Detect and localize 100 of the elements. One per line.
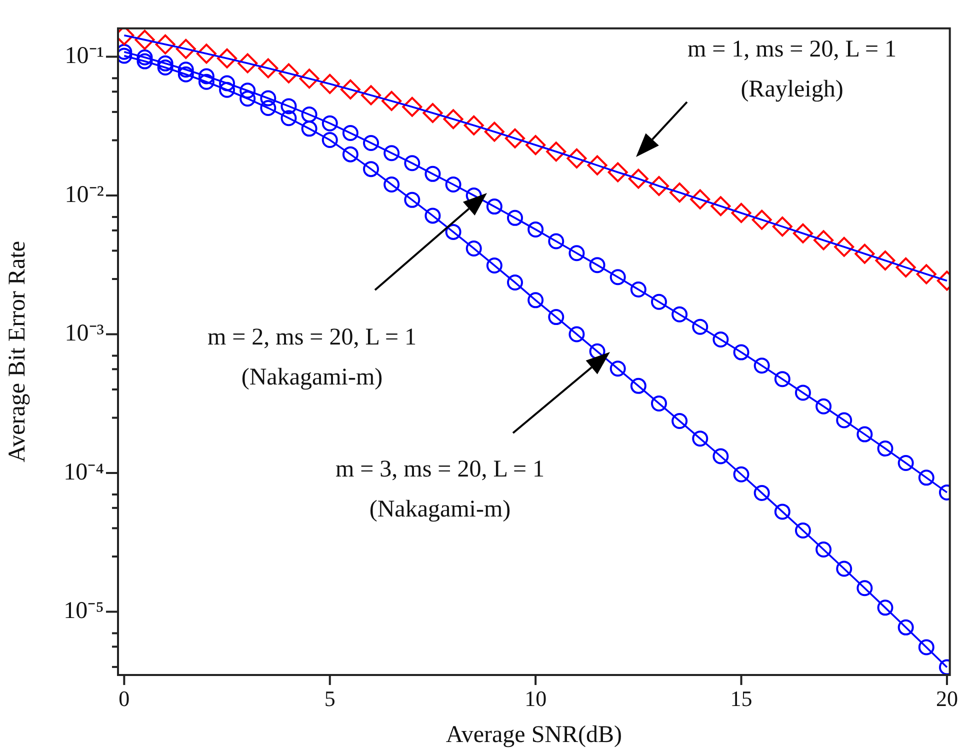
point bbox=[196, 44, 216, 64]
point bbox=[712, 448, 729, 464]
annotation: m = 3, ms = 20, L = 1 (Nakagami-m) bbox=[335, 456, 545, 522]
point bbox=[198, 68, 214, 84]
point bbox=[628, 168, 648, 189]
point bbox=[774, 504, 790, 520]
point bbox=[404, 192, 420, 208]
point bbox=[610, 360, 626, 377]
point bbox=[630, 282, 646, 298]
point bbox=[772, 216, 792, 237]
point bbox=[342, 146, 358, 162]
y-tick-label: 10⁻⁴ bbox=[64, 459, 104, 486]
point bbox=[384, 145, 400, 162]
point bbox=[731, 202, 752, 223]
point bbox=[422, 103, 443, 123]
x-tick-label: 5 bbox=[324, 686, 336, 711]
annotation: m = 1, ms = 20, L = 1 (Rayleigh) bbox=[687, 36, 897, 102]
point bbox=[258, 58, 278, 78]
point bbox=[589, 257, 606, 274]
point bbox=[404, 155, 420, 172]
point bbox=[754, 484, 770, 501]
point bbox=[650, 395, 667, 412]
point bbox=[854, 244, 875, 264]
point bbox=[528, 221, 544, 238]
point bbox=[260, 90, 276, 106]
point bbox=[340, 79, 360, 100]
point bbox=[710, 196, 731, 216]
point bbox=[382, 90, 402, 111]
point bbox=[219, 82, 236, 98]
y-tick-label: 10⁻³ bbox=[64, 320, 104, 347]
point bbox=[280, 110, 297, 126]
point bbox=[733, 466, 750, 482]
point bbox=[134, 30, 155, 50]
point bbox=[774, 371, 790, 388]
point bbox=[322, 132, 338, 148]
point bbox=[712, 332, 729, 348]
point bbox=[672, 306, 688, 322]
point bbox=[217, 48, 238, 68]
point bbox=[301, 106, 318, 123]
point bbox=[836, 412, 852, 428]
point bbox=[672, 412, 688, 429]
point bbox=[301, 120, 318, 137]
point bbox=[528, 292, 544, 308]
point bbox=[136, 53, 153, 70]
point bbox=[504, 128, 525, 148]
y-tick-label: 10⁻⁵ bbox=[64, 598, 104, 624]
point bbox=[916, 264, 936, 284]
point bbox=[384, 176, 400, 192]
point bbox=[424, 208, 441, 224]
point bbox=[443, 109, 464, 130]
point bbox=[690, 189, 710, 210]
point bbox=[896, 257, 916, 278]
point bbox=[198, 74, 214, 90]
point bbox=[486, 257, 502, 274]
point bbox=[568, 326, 585, 342]
point bbox=[754, 358, 770, 374]
point bbox=[792, 223, 813, 244]
point bbox=[834, 236, 854, 257]
x-tick-label: 10 bbox=[524, 686, 547, 711]
point bbox=[648, 176, 669, 196]
x-axis-title: Average SNR(dB) bbox=[446, 722, 622, 748]
point bbox=[278, 63, 299, 84]
point bbox=[548, 233, 564, 250]
point bbox=[526, 135, 546, 156]
point bbox=[836, 560, 852, 577]
point bbox=[898, 455, 914, 472]
point bbox=[670, 182, 690, 203]
point bbox=[178, 62, 194, 78]
point bbox=[402, 96, 422, 117]
y-tick-label: 10⁻² bbox=[64, 182, 104, 208]
point bbox=[548, 309, 564, 326]
point bbox=[692, 318, 708, 335]
point bbox=[320, 74, 340, 94]
point bbox=[424, 166, 441, 182]
point bbox=[610, 269, 626, 286]
point bbox=[363, 161, 380, 178]
x-tick-label: 0 bbox=[118, 686, 130, 711]
point bbox=[608, 162, 628, 182]
y-axis-title: Average Bit Error Rate bbox=[4, 240, 31, 462]
x-tick-label: 20 bbox=[936, 686, 958, 711]
point bbox=[794, 384, 811, 401]
point bbox=[136, 49, 153, 66]
point bbox=[342, 125, 358, 142]
point bbox=[280, 98, 297, 114]
point bbox=[875, 250, 896, 270]
point bbox=[733, 344, 750, 360]
point bbox=[692, 430, 708, 447]
point bbox=[176, 38, 196, 59]
annotation: m = 2, ms = 20, L = 1 (Nakagami-m) bbox=[207, 324, 417, 390]
x-tick-label: 15 bbox=[730, 686, 752, 711]
point bbox=[877, 440, 894, 457]
point bbox=[464, 115, 484, 136]
point bbox=[260, 100, 276, 116]
point bbox=[856, 580, 873, 596]
point bbox=[466, 240, 482, 256]
point bbox=[816, 398, 832, 414]
point bbox=[566, 148, 587, 168]
point bbox=[752, 210, 772, 230]
point bbox=[445, 176, 462, 192]
point bbox=[650, 294, 667, 310]
